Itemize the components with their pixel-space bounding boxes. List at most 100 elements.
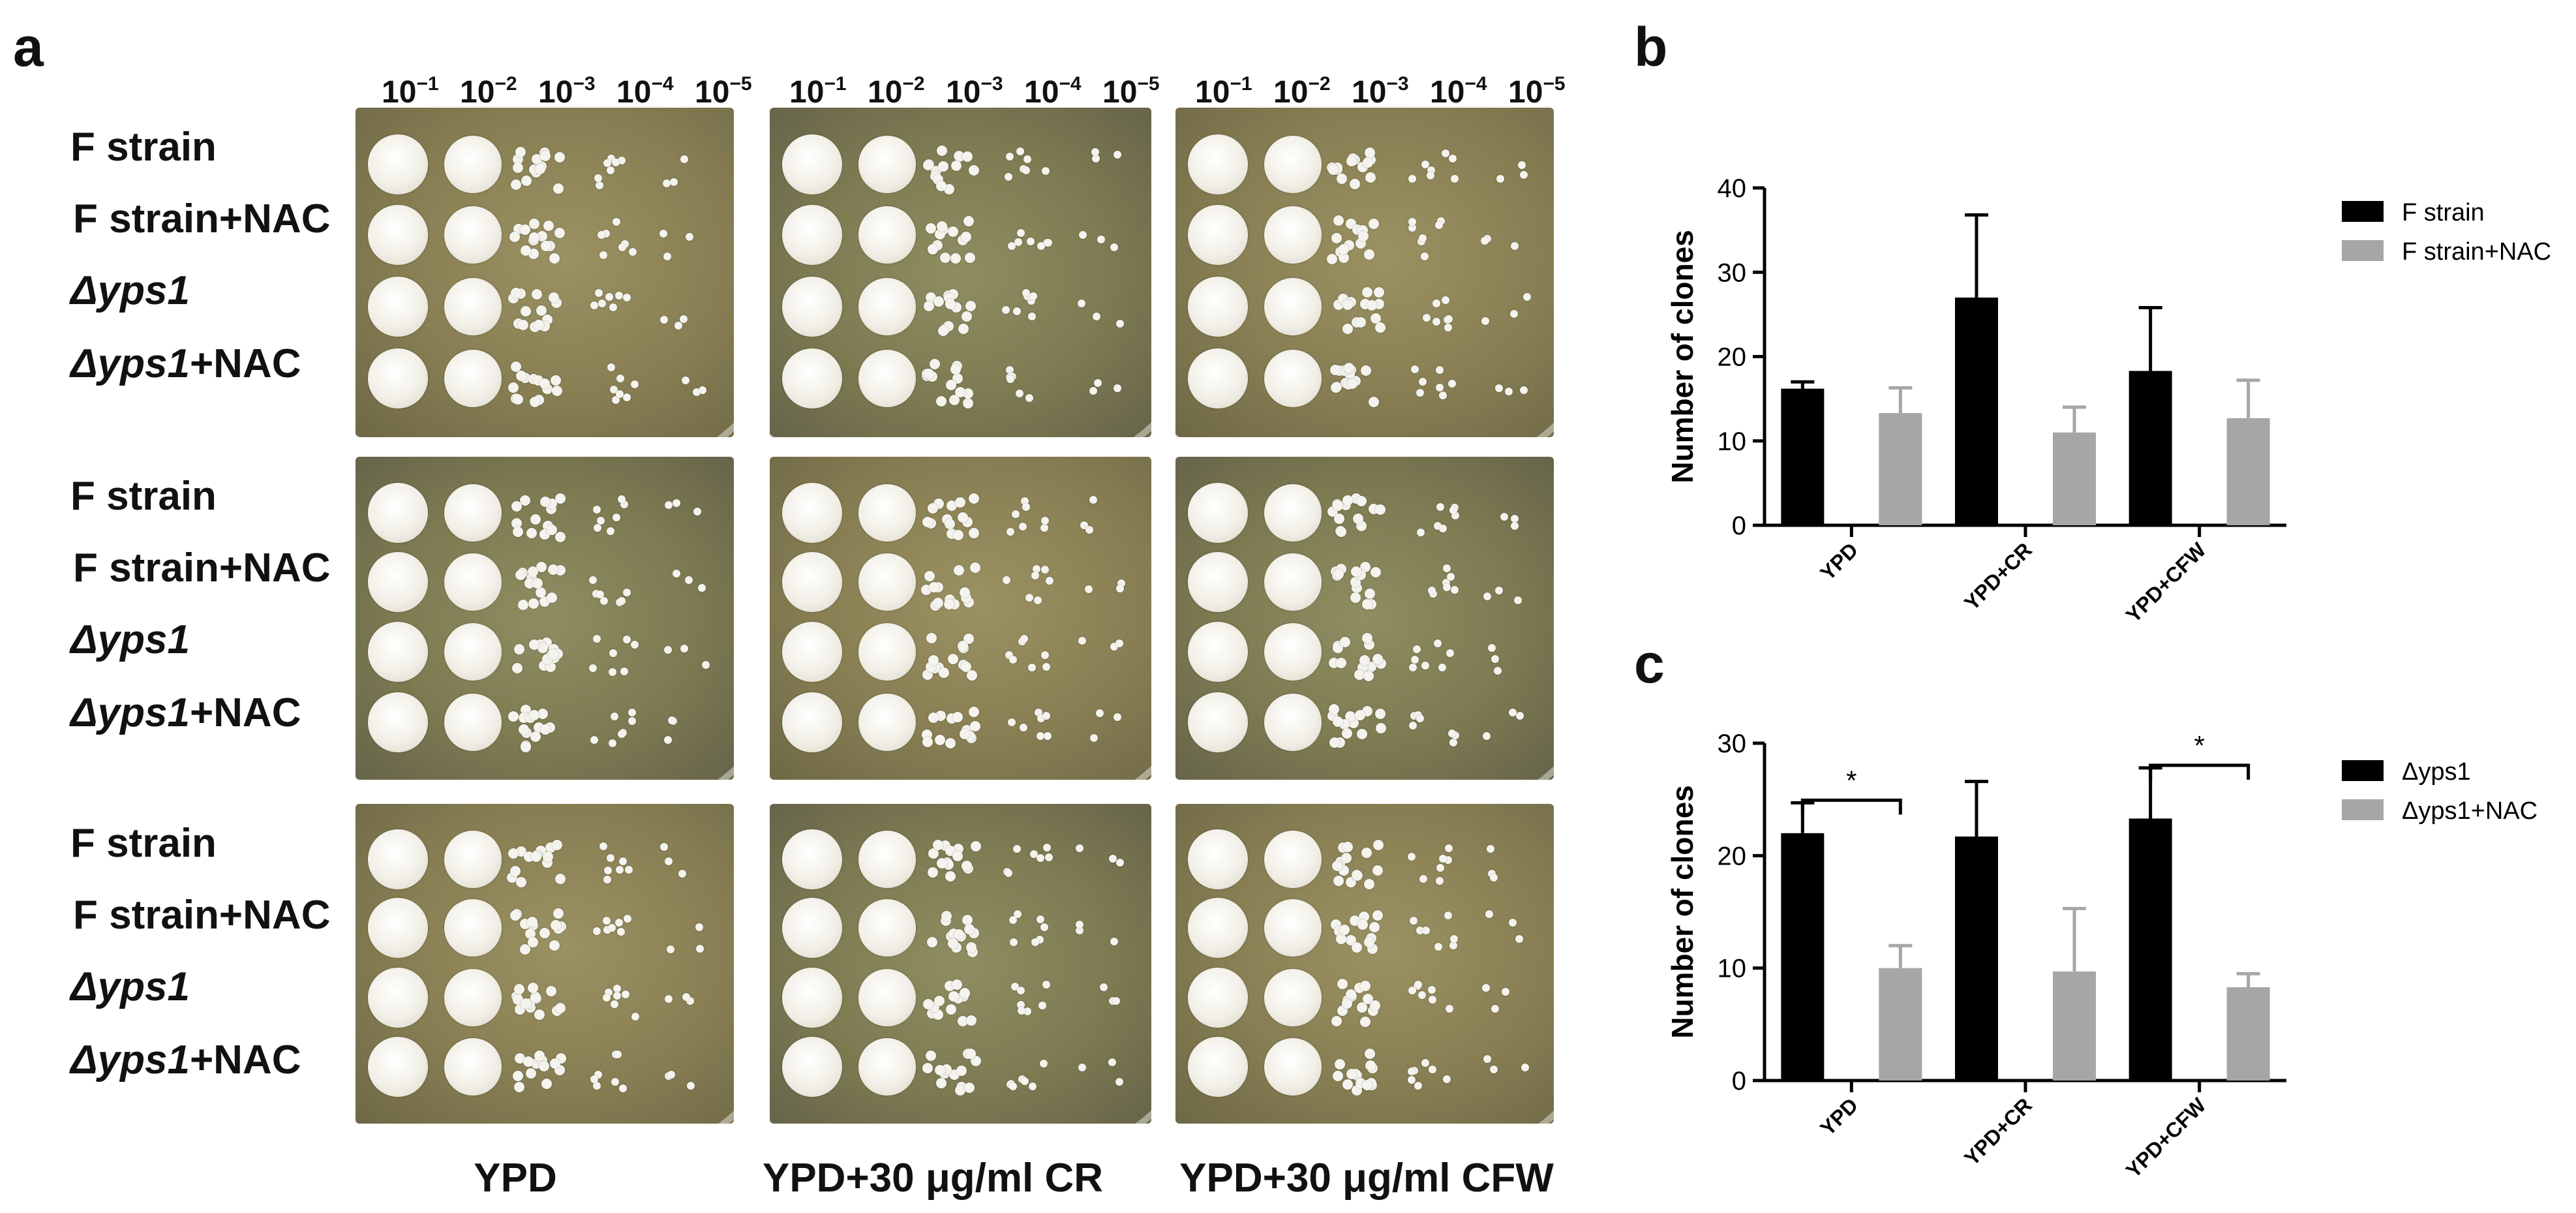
colony — [531, 288, 542, 299]
colony — [550, 920, 561, 931]
colony — [1006, 375, 1014, 384]
colony — [1337, 173, 1348, 184]
chart-c: 0 10 20 30 Number of clones YPD YPD+CR YPD+CFW *… — [1665, 729, 2538, 1182]
colony — [1436, 384, 1444, 392]
strain-label: F strain — [70, 476, 217, 517]
colony — [1449, 155, 1457, 163]
growth-spot — [858, 350, 916, 407]
colony — [511, 518, 523, 529]
colony — [1040, 1059, 1048, 1067]
colony — [1110, 243, 1119, 252]
colony — [624, 866, 633, 874]
colony — [595, 288, 603, 297]
strain-mutant-name: Δyps1 — [70, 1037, 190, 1082]
growth-spot — [368, 551, 428, 612]
colony — [956, 1065, 967, 1076]
colony — [534, 164, 545, 175]
colony — [603, 159, 611, 167]
colony — [554, 152, 565, 163]
colony — [543, 852, 554, 863]
colony — [659, 842, 668, 851]
colony — [1359, 654, 1370, 666]
colony — [1040, 923, 1049, 932]
legend-swatch — [2342, 760, 2384, 781]
colony — [1422, 927, 1431, 935]
colony — [927, 936, 938, 947]
growth-spot — [1188, 829, 1248, 890]
colony — [962, 398, 973, 409]
dilution-base: 10 — [695, 75, 730, 110]
colony — [959, 729, 970, 740]
colony — [1331, 861, 1342, 872]
colony — [1328, 164, 1339, 175]
colony — [1517, 161, 1526, 170]
colony — [509, 231, 520, 242]
colony — [951, 979, 962, 990]
colony — [1341, 853, 1352, 864]
colony — [1339, 243, 1350, 254]
colony — [1005, 152, 1014, 161]
growth-spot — [858, 968, 916, 1026]
growth-spot — [444, 278, 502, 335]
growth-spot — [782, 622, 842, 683]
y-tick-label: 0 — [1732, 512, 1746, 540]
growth-spot — [368, 348, 428, 408]
colony — [938, 667, 949, 678]
colony — [928, 848, 939, 859]
colony — [940, 253, 951, 264]
colony — [1013, 845, 1022, 853]
growth-spot — [1188, 482, 1248, 543]
colony — [596, 591, 604, 599]
colony — [1490, 1065, 1498, 1073]
colony — [618, 730, 626, 739]
colony — [512, 1070, 523, 1081]
colony — [1421, 160, 1429, 168]
strain-label: F strain+NAC — [73, 548, 330, 589]
dilution-exponent: −1 — [416, 73, 439, 95]
colony — [932, 598, 943, 609]
colony — [954, 1084, 965, 1096]
agar-plate — [1175, 108, 1554, 437]
growth-spot — [782, 482, 842, 543]
colony — [1085, 585, 1093, 593]
colony — [1328, 704, 1339, 715]
growth-spot — [368, 692, 428, 753]
colony — [547, 525, 558, 536]
colony — [619, 1084, 628, 1092]
colony — [536, 305, 547, 316]
colony — [1359, 980, 1371, 991]
colony — [1429, 1066, 1437, 1073]
bar — [2053, 432, 2096, 525]
colony — [530, 731, 541, 742]
colony — [1491, 654, 1499, 663]
colony — [969, 493, 980, 504]
colony — [1327, 254, 1338, 265]
bar — [1955, 837, 1998, 1081]
colony — [1044, 238, 1053, 247]
growth-spot — [1188, 622, 1248, 683]
colony — [1099, 983, 1108, 991]
colony — [555, 1003, 566, 1014]
colony — [521, 306, 532, 317]
colony — [1357, 1002, 1368, 1013]
colony — [659, 315, 668, 324]
chart-b: 0 10 20 30 40 Number of clones YPD YPD+CR YPD+CF… — [1665, 174, 2551, 627]
colony — [1487, 845, 1495, 853]
colony — [1408, 174, 1417, 183]
x-tick-label: YPD+CR — [1960, 1093, 2037, 1170]
colony — [1031, 571, 1040, 579]
colony — [590, 301, 599, 310]
colony — [554, 228, 565, 239]
colony — [1481, 316, 1489, 325]
colony — [1373, 839, 1384, 850]
colony — [508, 711, 519, 722]
colony — [970, 562, 981, 574]
colony — [664, 995, 673, 1004]
bar — [2129, 818, 2172, 1081]
colony — [1370, 567, 1381, 578]
colony — [622, 393, 631, 401]
colony — [1361, 287, 1372, 298]
legend-swatch — [2342, 799, 2384, 820]
dilution-label: 10−4 — [1024, 74, 1082, 108]
growth-spot — [444, 694, 502, 752]
